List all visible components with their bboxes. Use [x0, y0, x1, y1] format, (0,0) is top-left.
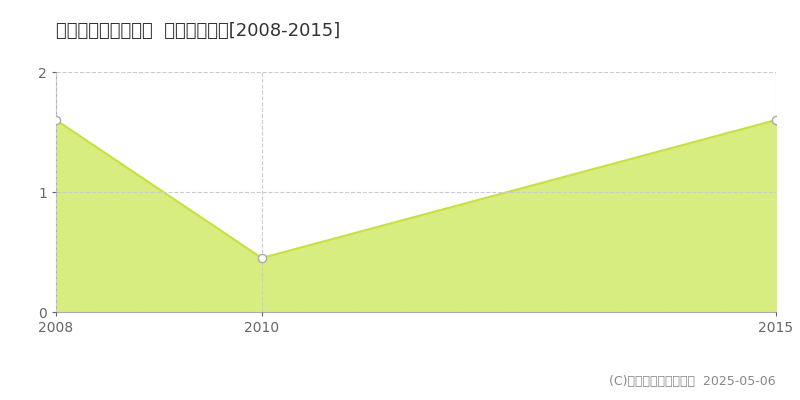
Text: 西尾市一色町佐久島  土地価格推移[2008-2015]: 西尾市一色町佐久島 土地価格推移[2008-2015] — [56, 22, 340, 40]
Text: (C)土地価格ドットコム  2025-05-06: (C)土地価格ドットコム 2025-05-06 — [610, 375, 776, 388]
Point — [255, 255, 268, 261]
Point — [770, 117, 782, 123]
Point — [50, 117, 62, 123]
